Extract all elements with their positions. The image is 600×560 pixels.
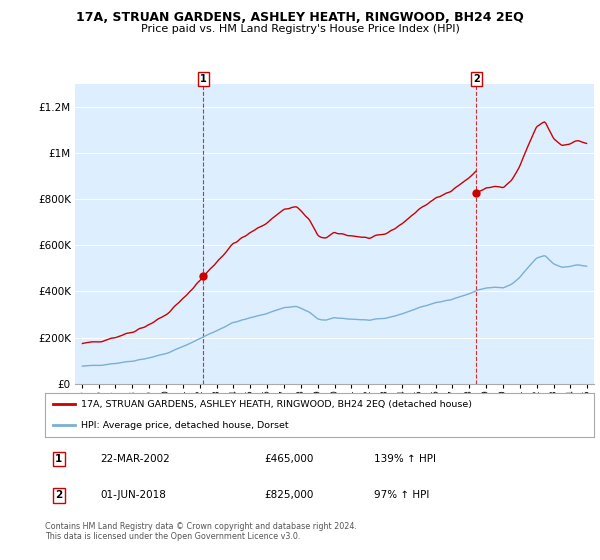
Text: 1: 1 <box>55 454 62 464</box>
Text: 22-MAR-2002: 22-MAR-2002 <box>100 454 170 464</box>
Text: 17A, STRUAN GARDENS, ASHLEY HEATH, RINGWOOD, BH24 2EQ (detached house): 17A, STRUAN GARDENS, ASHLEY HEATH, RINGW… <box>80 400 472 409</box>
Text: 139% ↑ HPI: 139% ↑ HPI <box>374 454 436 464</box>
Text: 2: 2 <box>55 491 62 500</box>
Text: £465,000: £465,000 <box>265 454 314 464</box>
Text: 17A, STRUAN GARDENS, ASHLEY HEATH, RINGWOOD, BH24 2EQ: 17A, STRUAN GARDENS, ASHLEY HEATH, RINGW… <box>76 11 524 24</box>
Text: Contains HM Land Registry data © Crown copyright and database right 2024.
This d: Contains HM Land Registry data © Crown c… <box>45 522 357 542</box>
Text: HPI: Average price, detached house, Dorset: HPI: Average price, detached house, Dors… <box>80 421 289 430</box>
Text: £825,000: £825,000 <box>265 491 314 500</box>
Text: 1: 1 <box>200 74 207 84</box>
Text: 97% ↑ HPI: 97% ↑ HPI <box>374 491 430 500</box>
Text: Price paid vs. HM Land Registry's House Price Index (HPI): Price paid vs. HM Land Registry's House … <box>140 24 460 34</box>
Text: 01-JUN-2018: 01-JUN-2018 <box>100 491 166 500</box>
Text: 2: 2 <box>473 74 479 84</box>
